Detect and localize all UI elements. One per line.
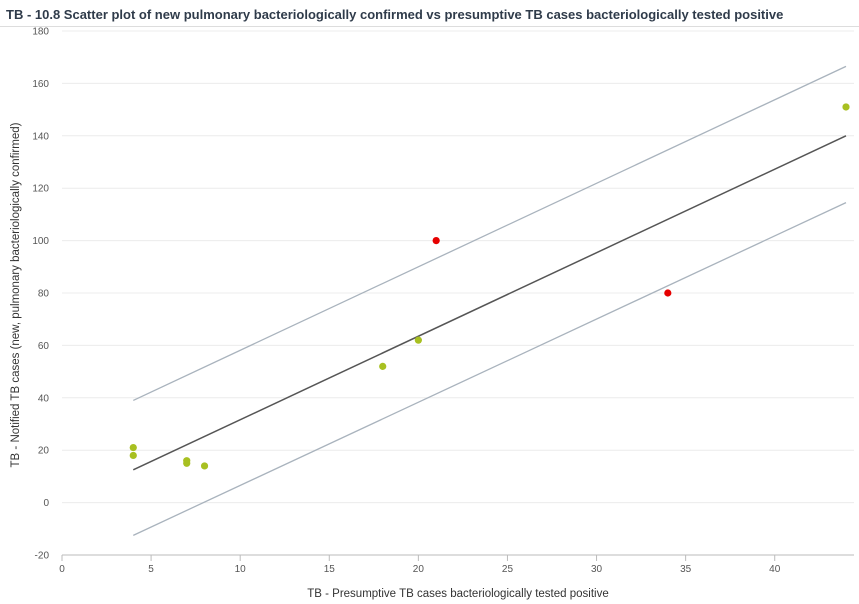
outlier-data-point[interactable] (664, 289, 672, 297)
y-tick-label: 0 (43, 498, 49, 509)
upper-threshold-line (132, 65, 847, 402)
y-tick-label: 20 (38, 446, 50, 457)
x-tick-label: 35 (680, 564, 692, 575)
data-point[interactable] (200, 462, 209, 470)
x-axis-title: TB - Presumptive TB cases bacteriologica… (307, 588, 608, 600)
data-point[interactable] (379, 362, 387, 370)
y-axis-title: TB - Notified TB cases (new, pulmonary b… (10, 122, 22, 467)
regression-line (132, 135, 847, 471)
lines-layer (132, 65, 847, 536)
data-point[interactable] (842, 103, 850, 111)
x-tick-label: 10 (235, 564, 247, 575)
data-point[interactable] (414, 336, 422, 344)
data-point[interactable] (129, 451, 137, 460)
lower-threshold-line (132, 202, 847, 536)
x-tick-label: 0 (59, 564, 65, 575)
chart-title: TB - 10.8 Scatter plot of new pulmonary … (6, 7, 784, 22)
points-layer (129, 103, 850, 470)
x-tick-label: 25 (502, 564, 514, 575)
outlier-data-point[interactable] (432, 237, 440, 245)
y-tick-label: 80 (38, 289, 50, 300)
grid-layer (62, 30, 854, 556)
y-tick-label: 120 (32, 184, 49, 195)
data-point[interactable] (129, 443, 137, 452)
y-tick-label: 60 (38, 341, 50, 352)
y-tick-label: -20 (35, 551, 50, 562)
y-tick-label: 40 (38, 393, 50, 404)
header-divider (0, 26, 859, 27)
y-tick-label: 100 (32, 236, 49, 247)
data-point[interactable] (183, 459, 191, 467)
x-tick-label: 5 (148, 564, 154, 575)
x-tick-label: 40 (769, 564, 781, 575)
y-tick-label: 160 (32, 79, 49, 90)
x-tick-label: 30 (591, 564, 603, 575)
x-tick-label: 20 (413, 564, 425, 575)
y-tick-label: 140 (32, 131, 49, 142)
y-tick-label: 180 (32, 27, 49, 38)
axis-layer: -20 0 20 40 60 80 100 120 140 160 180 0 5 10 15 20 25 30 3… (32, 27, 854, 575)
x-tick-label: 15 (324, 564, 336, 575)
